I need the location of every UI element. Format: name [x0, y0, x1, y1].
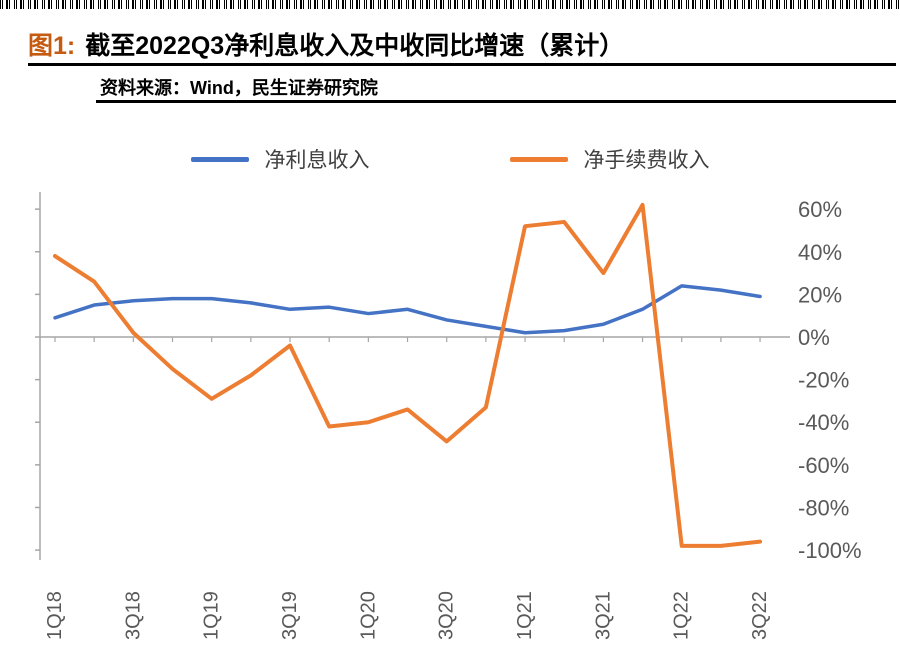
y-axis-label: 60% — [798, 197, 842, 222]
x-axis-label: 3Q22 — [749, 591, 771, 640]
y-axis-label: 0% — [798, 325, 830, 350]
figure-number-label: 图1: — [28, 32, 76, 60]
y-axis-label: 40% — [798, 240, 842, 265]
chart-legend: 净利息收入 净手续费收入 — [0, 144, 900, 174]
legend-label-net-interest-income: 净利息收入 — [264, 149, 370, 172]
barcode-strip — [0, 0, 900, 9]
series-line-net-fee-income — [53, 202, 763, 548]
x-axis-label: 3Q20 — [436, 591, 458, 640]
x-axis-label: 1Q18 — [44, 591, 66, 640]
x-axis-label: 1Q20 — [357, 591, 379, 640]
legend-label-net-fee-income: 净手续费收入 — [583, 149, 710, 172]
y-axis-label: -40% — [798, 410, 849, 435]
line-chart: 60% 40% 20% 0% -20% -40% -60% -80% -100% 1Q18 3Q18… — [35, 192, 862, 640]
x-axis-label: 1Q22 — [671, 591, 693, 640]
data-source-line: 资料来源：Wind，民生证券研究院 — [100, 78, 378, 98]
y-axis-label: -80% — [798, 495, 849, 520]
y-axis-label: -20% — [798, 368, 849, 393]
source-divider-rule — [96, 100, 896, 103]
legend-item-net-fee-income: 净手续费收入 — [509, 144, 710, 174]
x-axis-label: 3Q19 — [279, 591, 301, 640]
y-axis-label: -60% — [798, 453, 849, 478]
y-axis-label: -100% — [798, 538, 862, 563]
x-axis-label: 3Q21 — [592, 591, 614, 640]
x-axis-label: 1Q19 — [201, 591, 223, 640]
figure-title-text: 截至2022Q3净利息收入及中收同比增速（累计） — [85, 32, 625, 60]
legend-line-sample-blue — [190, 156, 249, 162]
figure-title-row: 图1: 截至2022Q3净利息收入及中收同比增速（累计） — [28, 26, 888, 62]
title-divider-rule — [28, 63, 896, 66]
series-line-net-interest-income — [53, 284, 762, 335]
x-axis-label: 1Q21 — [514, 591, 536, 640]
x-axis-label: 3Q18 — [122, 591, 144, 640]
y-axis-label: 20% — [798, 282, 842, 307]
legend-item-net-interest-income: 净利息收入 — [190, 144, 370, 174]
legend-line-sample-orange — [509, 156, 568, 162]
